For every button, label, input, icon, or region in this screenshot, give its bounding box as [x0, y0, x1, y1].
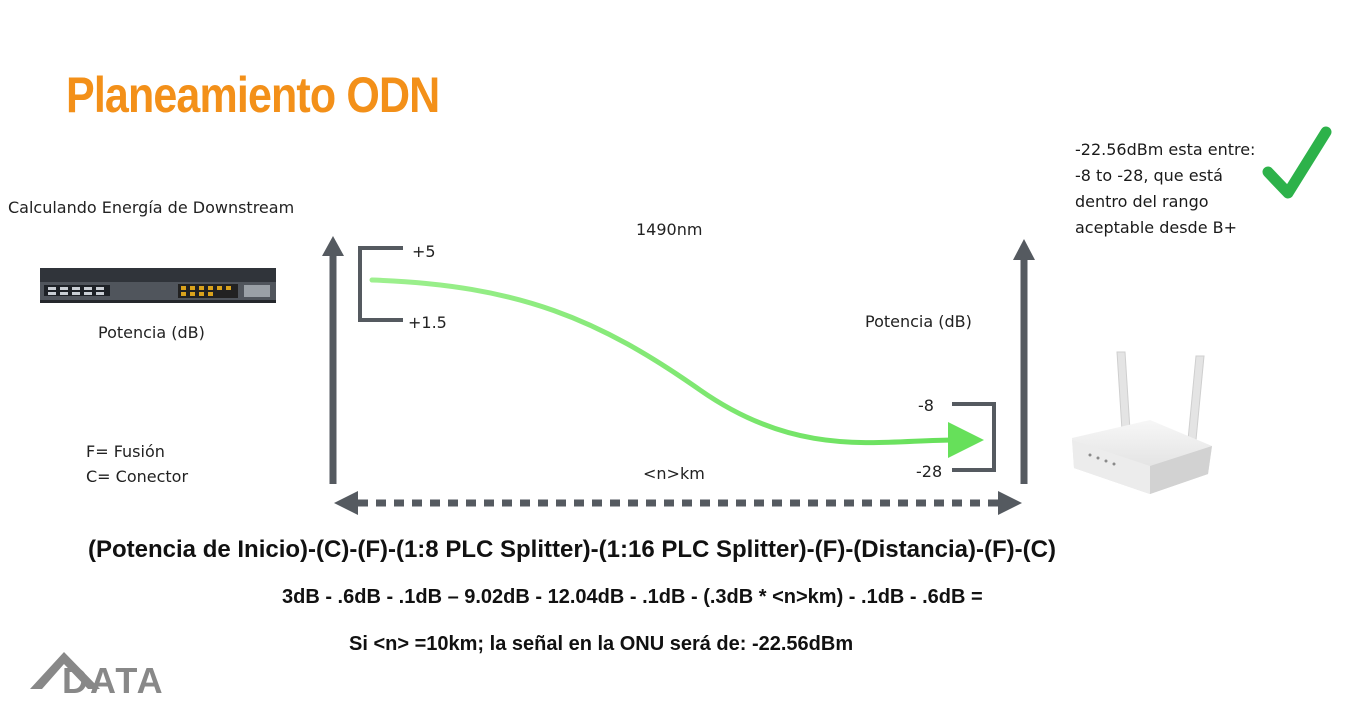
onu-power-axis-arrow: [1013, 239, 1035, 484]
logo-text: DATA: [62, 660, 165, 701]
wavelength-label: 1490nm: [636, 220, 703, 239]
legend-connector: C= Conector: [86, 467, 189, 486]
onu-range-bracket: [952, 402, 996, 472]
subtitle: Calculando Energía de Downstream: [8, 198, 295, 217]
olt-range-bracket: [358, 246, 403, 322]
onu-range-high: -8: [918, 396, 934, 415]
conclusion-line: Si <n> =10km; la señal en la ONU será de…: [349, 633, 854, 655]
signal-path-arrow: [369, 277, 984, 458]
values-line: 3dB - .6dB - .1dB – 9.02dB - 12.04dB - .…: [282, 586, 983, 608]
olt-device-icon: [40, 268, 276, 303]
olt-power-axis-arrow: [322, 236, 344, 484]
page-title: Planeamiento ODN: [66, 67, 440, 123]
formula-line: (Potencia de Inicio)-(C)-(F)-(1:8 PLC Sp…: [88, 536, 1056, 563]
olt-range-low: +1.5: [408, 313, 447, 332]
check-icon: [1262, 126, 1332, 199]
data-logo: [30, 652, 100, 689]
distance-arrow: [334, 491, 1022, 515]
onu-power-label: Potencia (dB): [865, 312, 972, 331]
result-note: -22.56dBm esta entre: -8 to -28, que est…: [1075, 140, 1256, 237]
olt-power-label: Potencia (dB): [98, 323, 205, 342]
distance-label: <n>km: [643, 464, 705, 483]
olt-range-high: +5: [412, 242, 436, 261]
legend-fusion: F= Fusión: [86, 442, 165, 461]
onu-range-low: -28: [916, 462, 943, 481]
onu-router-icon: [1072, 351, 1212, 494]
